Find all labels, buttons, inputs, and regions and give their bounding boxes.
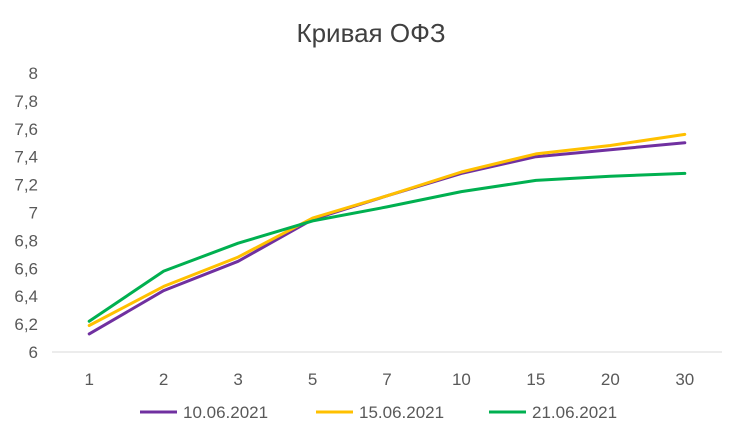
y-tick-label: 6,6 — [14, 259, 38, 278]
y-tick-label: 8 — [29, 64, 38, 83]
series-line-3 — [87, 171, 687, 323]
series-line-1 — [87, 141, 687, 336]
y-tick-label: 6,8 — [14, 231, 38, 250]
y-tick-label: 7,6 — [14, 120, 38, 139]
y-tick-label: 7 — [29, 204, 38, 223]
x-tick-label: 10 — [452, 370, 471, 389]
x-tick-label: 15 — [526, 370, 545, 389]
series-lines — [87, 132, 687, 336]
x-tick-label: 3 — [233, 370, 242, 389]
x-tick-label: 20 — [601, 370, 620, 389]
y-axis: 6 6,2 6,4 6,6 6,8 7 7,2 7,4 7,6 7,8 8 — [14, 64, 38, 362]
x-tick-label: 5 — [308, 370, 317, 389]
x-tick-label: 7 — [382, 370, 391, 389]
x-tick-label: 1 — [84, 370, 93, 389]
y-tick-label: 6 — [29, 343, 38, 362]
legend-label: 21.06.2021 — [532, 403, 617, 422]
legend-label: 15.06.2021 — [359, 403, 444, 422]
x-axis: 1 2 3 5 7 10 15 20 30 — [52, 351, 722, 389]
x-tick-label: 30 — [675, 370, 694, 389]
legend: 10.06.2021 15.06.2021 21.06.2021 — [140, 403, 617, 422]
y-tick-label: 6,4 — [14, 287, 38, 306]
y-tick-label: 7,4 — [14, 148, 38, 167]
x-tick-label: 2 — [159, 370, 168, 389]
legend-label: 10.06.2021 — [183, 403, 268, 422]
y-tick-label: 7,2 — [14, 176, 38, 195]
y-tick-label: 7,8 — [14, 92, 38, 111]
y-tick-label: 6,2 — [14, 315, 38, 334]
series-line-2 — [87, 132, 687, 327]
chart-title: Кривая ОФЗ — [296, 18, 445, 48]
